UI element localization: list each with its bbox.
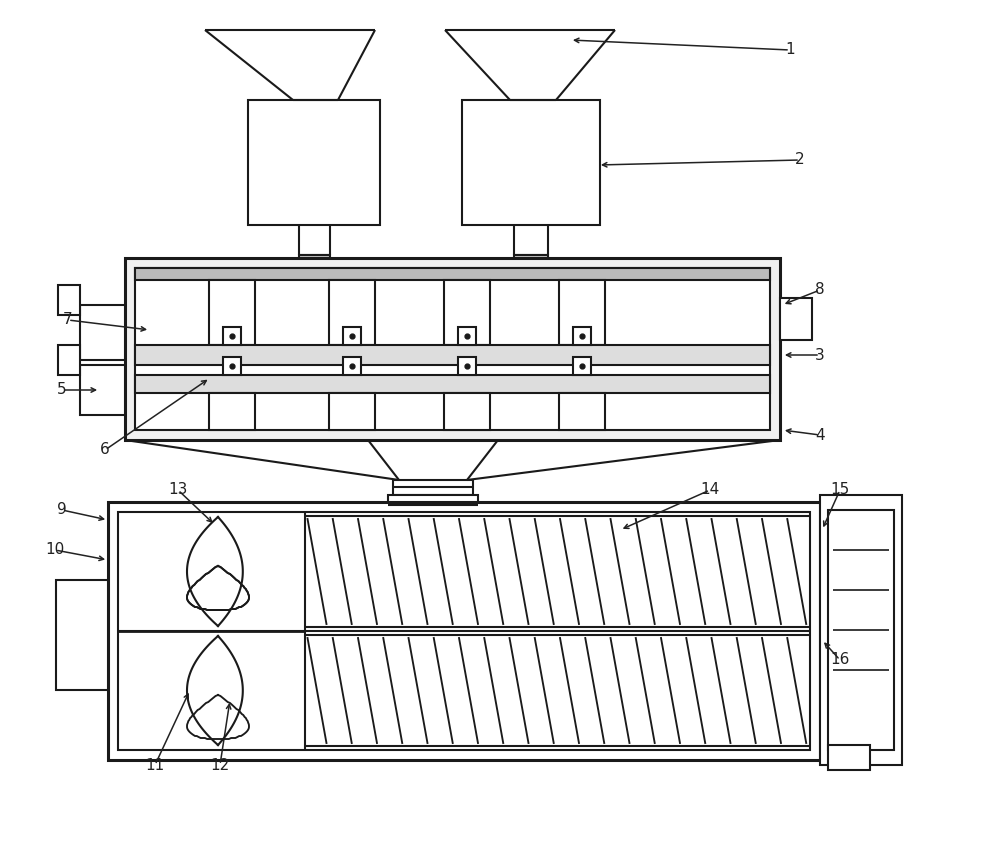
Bar: [329, 393, 375, 430]
Text: 9: 9: [57, 503, 67, 517]
Bar: [828, 510, 894, 750]
Bar: [118, 512, 810, 750]
Bar: [209, 280, 255, 345]
Text: 2: 2: [795, 153, 805, 168]
Bar: [108, 502, 820, 760]
Text: 3: 3: [815, 348, 825, 362]
Bar: [573, 327, 591, 345]
Bar: [393, 480, 473, 495]
Text: 6: 6: [100, 443, 110, 458]
Bar: [58, 285, 80, 315]
Bar: [56, 580, 108, 690]
Bar: [444, 280, 490, 345]
Bar: [573, 357, 591, 375]
Text: 8: 8: [815, 282, 825, 298]
Bar: [135, 268, 770, 280]
Bar: [223, 327, 241, 345]
Text: 13: 13: [168, 483, 188, 498]
Text: 12: 12: [210, 757, 230, 773]
Text: 1: 1: [785, 42, 795, 58]
Text: 15: 15: [830, 483, 850, 498]
Bar: [559, 393, 605, 430]
Bar: [223, 357, 241, 375]
Bar: [80, 365, 125, 415]
Bar: [388, 495, 478, 515]
Text: 11: 11: [145, 757, 165, 773]
Bar: [820, 495, 902, 765]
Bar: [329, 280, 375, 345]
Bar: [559, 280, 605, 345]
Bar: [828, 745, 870, 770]
Text: 5: 5: [57, 382, 67, 398]
Bar: [780, 298, 812, 340]
Bar: [299, 255, 330, 265]
Text: 10: 10: [45, 543, 65, 557]
Bar: [514, 255, 548, 265]
Bar: [462, 100, 600, 225]
Text: 4: 4: [815, 427, 825, 443]
Text: 7: 7: [63, 313, 73, 327]
Bar: [58, 345, 80, 375]
Text: 14: 14: [700, 483, 720, 498]
Bar: [343, 357, 361, 375]
Bar: [299, 265, 330, 275]
Bar: [444, 393, 490, 430]
Bar: [514, 265, 548, 275]
Bar: [458, 327, 476, 345]
Bar: [135, 375, 770, 393]
Bar: [80, 305, 125, 360]
Bar: [135, 345, 770, 365]
Bar: [458, 357, 476, 375]
Bar: [209, 393, 255, 430]
Bar: [248, 100, 380, 225]
Bar: [125, 258, 780, 440]
Bar: [343, 327, 361, 345]
Text: 16: 16: [830, 652, 850, 667]
Bar: [135, 268, 770, 430]
